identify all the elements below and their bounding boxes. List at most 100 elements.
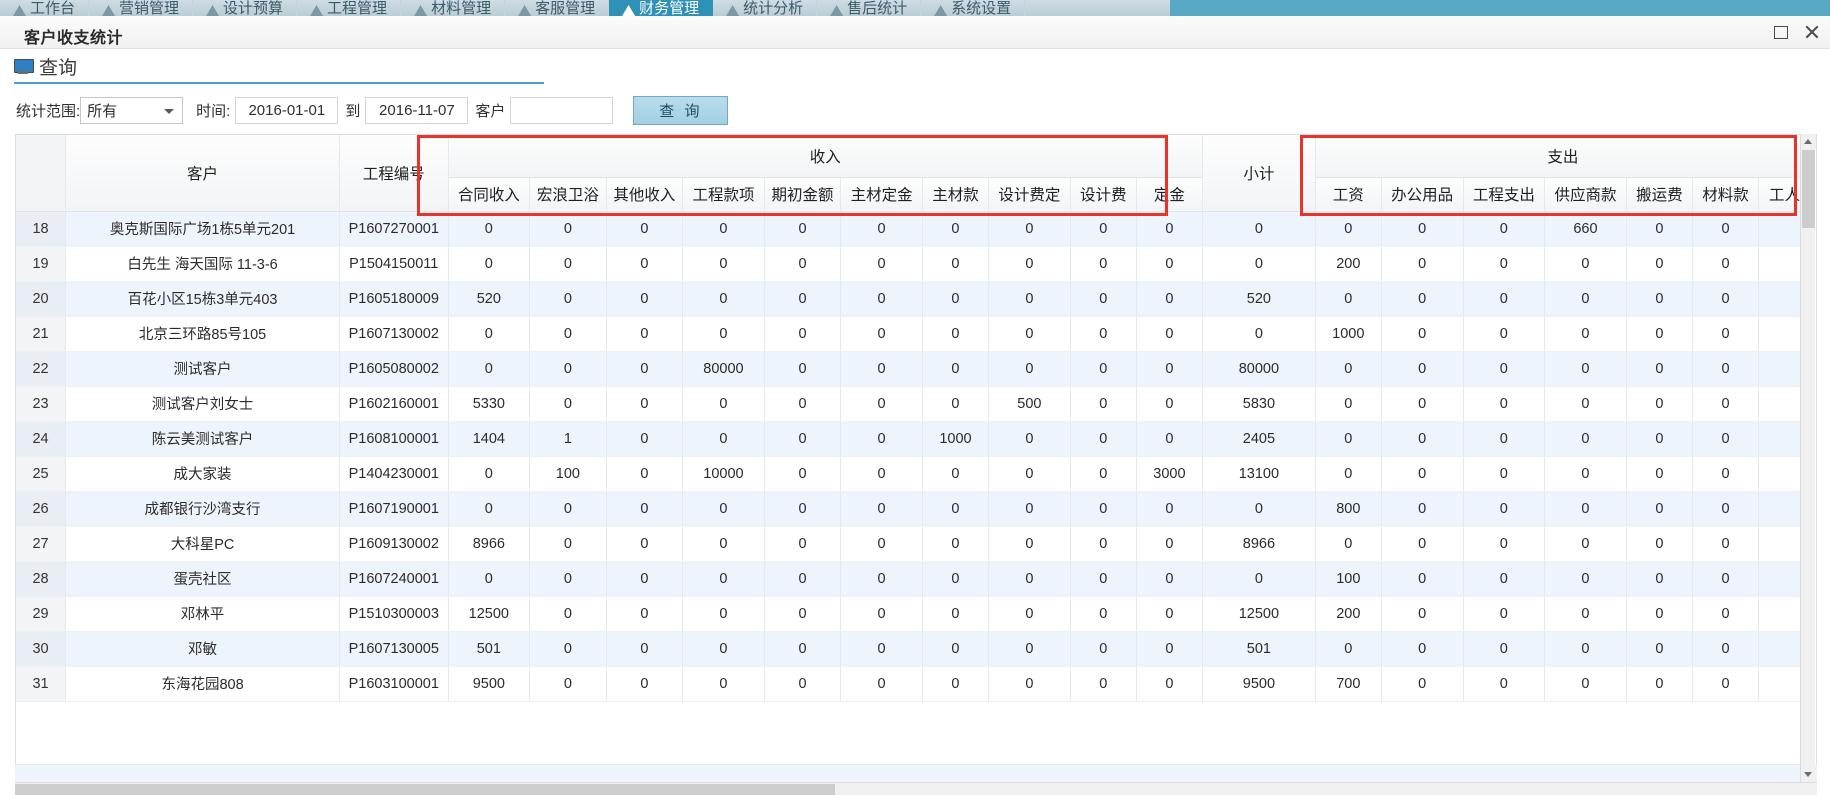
cell-deposit: 0	[1136, 211, 1204, 247]
horizontal-scrollbar[interactable]	[15, 782, 1817, 795]
table-row[interactable]: 18 奥克斯国际广场1栋5单元201 P1607270001 0 0 0 0 0 0 0 0 0 0 0 0…	[16, 211, 1811, 247]
date-from-input[interactable]: 2016-01-01	[235, 96, 339, 124]
group-header-income: 收入	[448, 135, 1204, 178]
cell-material: 0	[1692, 666, 1760, 702]
cell-name: 大科星PC	[65, 526, 340, 562]
cell-salary: 200	[1315, 596, 1382, 632]
cell-other: 0	[606, 631, 684, 667]
cell-supplier: 0	[1544, 596, 1627, 632]
range-select[interactable]: 所有	[80, 96, 184, 124]
column-header-proj_pay[interactable]: 工程款项	[682, 177, 765, 212]
cell-design_dep: 0	[988, 491, 1071, 527]
cell-code: P1607130002	[339, 316, 449, 352]
table-row[interactable]: 27 大科星PC P1609130002 8966 0 0 0 0 0 0 0 0 0 8966 0 0 0 0 0…	[16, 526, 1811, 562]
date-to-input[interactable]: 2016-11-07	[365, 96, 469, 124]
table-row[interactable]: 21 北京三环路85号105 P1607130002 0 0 0 0 0 0 0 0 0 0 0 1000 0…	[16, 316, 1811, 352]
gear-icon	[934, 5, 948, 16]
nav-item-2[interactable]: 营销管理	[89, 0, 194, 16]
scroll-up-icon[interactable]	[1801, 134, 1816, 149]
column-header-other[interactable]: 其他收入	[606, 177, 684, 212]
horizontal-scroll-thumb[interactable]	[15, 784, 835, 795]
nav-item-7[interactable]: 财务管理	[609, 0, 714, 16]
table-row[interactable]: 24 陈云美测试客户 P1608100001 1404 1 0 0 0 0 1000 0 0 0 2405…	[16, 421, 1811, 457]
cell-office: 0	[1381, 456, 1464, 492]
cell-mat_pay: 1000	[922, 421, 990, 457]
data-grid-container[interactable]: 客户 工程编号 收入 小计 支出 合同收入 宏浪卫浴 其他收入 工程款项 期初金额 主材定金 主材款…	[15, 134, 1817, 782]
cell-supplier: 0	[1544, 316, 1627, 352]
table-row[interactable]: 30 邓敏 P1607130005 501 0 0 0 0 0 0 0 0 0 501 0 0 0 0 0 0	[16, 631, 1811, 667]
cell-subtotal: 80000	[1202, 351, 1316, 387]
nav-item-10[interactable]: 系统设置	[921, 0, 1026, 16]
close-icon[interactable]	[1803, 23, 1820, 40]
cell-mat_pay: 0	[922, 351, 990, 387]
column-header-mat_pay[interactable]: 主材款	[922, 177, 990, 212]
column-header-deposit[interactable]: 定金	[1136, 177, 1204, 212]
cell-code: P1602160001	[339, 386, 449, 422]
column-header-supplier[interactable]: 供应商款	[1544, 177, 1627, 212]
cell-mat_pay: 0	[922, 456, 990, 492]
column-header-honglang[interactable]: 宏浪卫浴	[529, 177, 607, 212]
nav-item-1[interactable]: 工作台	[0, 0, 90, 16]
cell-code: P1607190001	[339, 491, 449, 527]
cell-proj_pay: 10000	[682, 456, 765, 492]
table-row[interactable]: 28 蛋壳社区 P1607240001 0 0 0 0 0 0 0 0 0 0 0 100 0 0 0 0 0	[16, 561, 1811, 597]
column-header-salary[interactable]: 工资	[1315, 177, 1382, 212]
cell-honglang: 0	[529, 316, 607, 352]
cell-mat_pay: 0	[922, 596, 990, 632]
table-row[interactable]: 23 测试客户刘女士 P1602160001 5330 0 0 0 0 0 0 500 0 0 5830 0…	[16, 386, 1811, 422]
cell-office: 0	[1381, 491, 1464, 527]
column-header-contract[interactable]: 合同收入	[448, 177, 531, 212]
cell-proj_out: 0	[1463, 211, 1546, 247]
table-row[interactable]: 25 成大家装 P1404230001 0 100 0 10000 0 0 0 0 0 3000 1310…	[16, 456, 1811, 492]
cell-design_dep: 0	[988, 666, 1071, 702]
column-header-material[interactable]: 材料款	[1692, 177, 1760, 212]
column-header-office[interactable]: 办公用品	[1381, 177, 1464, 212]
cell-subtotal: 13100	[1202, 456, 1316, 492]
vertical-scroll-thumb[interactable]	[1802, 150, 1815, 228]
cell-material: 0	[1692, 456, 1760, 492]
column-header-opening[interactable]: 期初金额	[764, 177, 842, 212]
column-header-design_dep[interactable]: 设计费定	[988, 177, 1071, 212]
nav-item-label: 材料管理	[431, 0, 492, 16]
vertical-scrollbar[interactable]	[1800, 134, 1816, 782]
customer-input[interactable]	[510, 96, 614, 124]
nav-item-5[interactable]: 材料管理	[401, 0, 506, 16]
cell-design_fee: 0	[1070, 421, 1137, 457]
cell-proj_pay: 0	[682, 281, 765, 317]
cell-freight: 0	[1626, 386, 1693, 422]
nav-item-9[interactable]: 售后统计	[817, 0, 922, 16]
table-row[interactable]: 22 测试客户 P1605080002 0 0 0 80000 0 0 0 0 0 0 80000 0 0 0 0…	[16, 351, 1811, 387]
cell-honglang: 100	[529, 456, 607, 492]
table-row[interactable]: 29 邓林平 P1510300003 12500 0 0 0 0 0 0 0 0 0 12500 200 0 0…	[16, 596, 1811, 632]
cell-salary: 800	[1315, 491, 1382, 527]
column-header-mat_dep[interactable]: 主材定金	[840, 177, 923, 212]
table-row[interactable]: 31 东海花园808 P1603100001 9500 0 0 0 0 0 0 0 0 0 9500 700…	[16, 666, 1811, 702]
maximize-icon[interactable]	[1772, 23, 1789, 40]
cell-opening: 0	[764, 386, 842, 422]
cell-material: 0	[1692, 631, 1760, 667]
cell-subtotal: 0	[1202, 246, 1316, 282]
cell-honglang: 0	[529, 491, 607, 527]
nav-item-4[interactable]: 工程管理	[297, 0, 402, 16]
cell-supplier: 0	[1544, 491, 1627, 527]
table-row[interactable]: 26 成都银行沙湾支行 P1607190001 0 0 0 0 0 0 0 0 0 0 0 800 0 0 0 0 0	[16, 491, 1811, 527]
column-header-freight[interactable]: 搬运费	[1626, 177, 1693, 212]
column-header-customer[interactable]: 客户	[65, 135, 340, 212]
cell-idx: 31	[16, 666, 67, 702]
cell-proj_pay: 0	[682, 596, 765, 632]
column-header-project-code[interactable]: 工程编号	[339, 135, 449, 212]
column-header-subtotal[interactable]: 小计	[1202, 135, 1316, 212]
cell-supplier: 0	[1544, 421, 1627, 457]
nav-item-6[interactable]: 客服管理	[505, 0, 610, 16]
column-header-proj_out[interactable]: 工程支出	[1463, 177, 1546, 212]
cell-deposit: 0	[1136, 526, 1204, 562]
table-row[interactable]: 20 百花小区15栋3单元403 P1605180009 520 0 0 0 0 0 0 0 0 0 52…	[16, 281, 1811, 317]
scroll-down-icon[interactable]	[1801, 767, 1816, 782]
search-button[interactable]: 查 询	[633, 95, 729, 125]
nav-item-8[interactable]: 统计分析	[713, 0, 818, 16]
cell-mat_dep: 0	[840, 386, 923, 422]
nav-item-3[interactable]: 设计预算	[193, 0, 298, 16]
cell-name: 百花小区15栋3单元403	[65, 281, 340, 317]
table-row[interactable]: 19 白先生 海天国际 11-3-6 P1504150011 0 0 0 0 0 0 0 0 0 0 0 2…	[16, 246, 1811, 282]
column-header-design_fee[interactable]: 设计费	[1070, 177, 1137, 212]
